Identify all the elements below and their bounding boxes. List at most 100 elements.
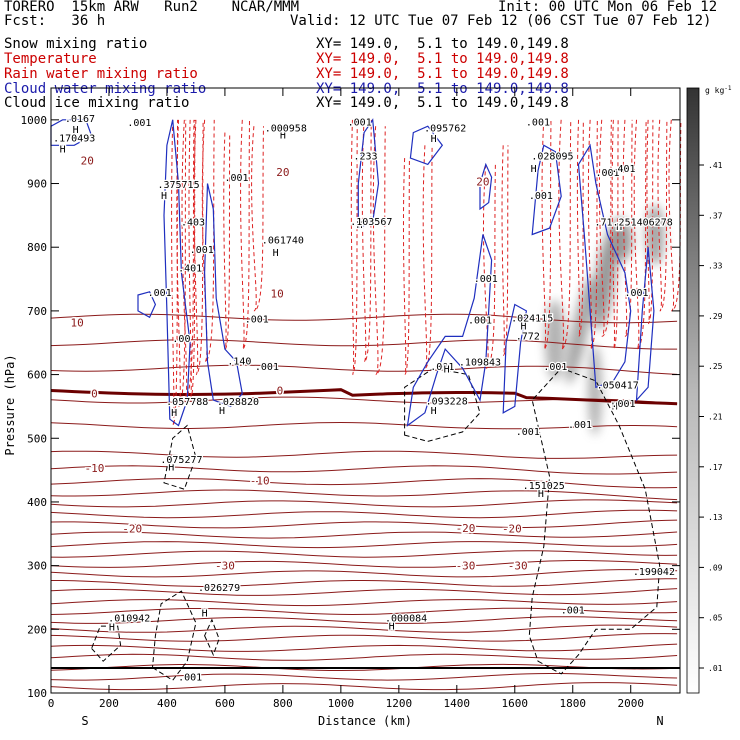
rain-contour [201,119,215,363]
colorbar-tick-label: .25 [708,362,723,371]
colorbar-tick-label: .37 [708,211,723,220]
isotherm [50,531,678,539]
extremum-label: .401 [611,164,635,175]
x-tick-label: 800 [273,697,293,710]
axis-ticks: 0 200 400 600 800 1000 1200 1400 1600 1800 2000100… [21,88,680,710]
y-tick-label: 100 [27,687,47,700]
rain-contour [558,119,572,350]
extremum-label: H [616,222,622,233]
x-tick-label: 400 [157,697,177,710]
cloud-water-contour [357,118,380,230]
isotherm-label: -20 [456,522,476,535]
isotherm-label: 10 [70,316,83,329]
rain-contour [598,119,612,337]
extremum-label: .001 [529,191,553,202]
extremum-label: .061740 [262,235,304,246]
extremum-label: H [60,144,66,155]
extremum-label: .109843 [459,358,501,369]
extremum-label: .000958 [265,123,307,134]
colorbar-tick-label: .05 [708,614,723,623]
x-end-label-north: N [656,714,663,728]
cloud-water-contour [409,125,444,166]
legend-temperature-xy: XY= 149.0, 5.1 to 149.0,149.8 [316,51,569,67]
extremum-label: .001 [595,168,619,179]
extremum-label: H [202,609,208,620]
extremum-label: H [431,134,437,145]
extremum-label: H [219,406,225,417]
extremum-label: .00 [172,334,190,345]
extremum-label: .075277 [160,455,202,466]
isotherm-label: -30 [508,560,528,573]
ice-contour [528,367,661,675]
y-tick-label: 1000 [21,114,48,127]
legend-temperature: Temperature [4,51,97,67]
isotherm [50,599,678,607]
legend-cloud-water: Cloud water mixing ratio [4,81,207,97]
isotherm-label: -30 [456,560,476,573]
extremum-label: .001 [430,362,454,373]
extremum-label: .001 [245,314,269,325]
extremum-label: .001 [348,118,372,129]
header-model: TORERO 15km ARW Run2 NCAR/MMM [4,0,300,15]
max-labels: H.010942 H.026279.001H.000084.001.199042H… [52,113,676,685]
ice-contour [91,625,122,662]
colorbar-ticks: .01 .05 .09 .13 .17 .21 .25 .29 .33 .37 .41 [699,161,723,673]
rain-contour [171,119,179,427]
extremum-label: H [389,621,395,632]
freezing-isotherm [50,388,678,406]
isotherm [50,607,678,616]
y-tick-label: 300 [27,560,47,573]
isotherm [50,364,678,375]
extremum-label: .170493 [53,133,95,144]
extremum-label: H [280,130,286,141]
x-axis-label: Distance (km) [318,714,412,728]
extremum-label: H [171,408,177,419]
extremum-label: .028095 [531,151,573,162]
extremum-label: .140 [227,356,251,367]
isotherm [50,499,678,508]
extremum-label: .103567 [350,217,392,228]
colorbar-unit-text: g kg [705,86,724,95]
extremum-label: .199042 [633,567,675,578]
isotherm [50,541,678,549]
x-tick-label: 1000 [328,697,355,710]
extremum-label: H [273,248,279,259]
isotherm [50,616,678,624]
isotherm [50,569,678,578]
rain-contour [657,119,668,312]
extremum-label: .010942 [108,614,150,625]
isotherm [50,465,678,475]
rain-contour [223,132,231,350]
header-fcst: Fcst: 36 h [4,13,106,29]
x-tick-label: 1600 [502,697,529,710]
isotherm [50,489,678,501]
extremum-label: H [612,402,618,413]
temperature-labels: -30 -30 -30 -20 -20 -20 -10 -10 0 0 10 10 20 20 20 [69,153,529,574]
extremum-label: .001 [516,427,540,438]
extremum-label: H [161,191,167,202]
legend-snow: Snow mixing ratio [4,36,148,52]
isotherm [50,421,678,430]
snow-core [646,205,664,265]
x-tick-label: 1200 [386,697,413,710]
extremum-label: .001 [224,173,248,184]
cloud-water-contour [163,119,191,427]
ice-contour [163,424,197,490]
extremum-label: .772 [516,332,540,343]
y-tick-label: 400 [27,496,47,509]
colorbar-tick-label: .41 [708,161,723,170]
legend-snow-xy: XY= 149.0, 5.1 to 149.0,149.8 [316,36,569,52]
isotherm [50,653,678,661]
cloud-water-contour [502,303,528,414]
isotherm-label: -20 [502,523,522,536]
colorbar [686,87,700,694]
legend-cloud-ice: Cloud ice mixing ratio [4,95,190,111]
colorbar-unit: g kg-1 [705,85,732,95]
isotherm [50,643,678,652]
y-tick-label: 200 [27,623,47,636]
rain-contour [668,119,682,312]
extremum-label: .71.251406278 [594,218,672,229]
x-tick-label: 1400 [444,697,471,710]
extremum-label: .001 [127,118,151,129]
rain-contour [633,119,647,350]
